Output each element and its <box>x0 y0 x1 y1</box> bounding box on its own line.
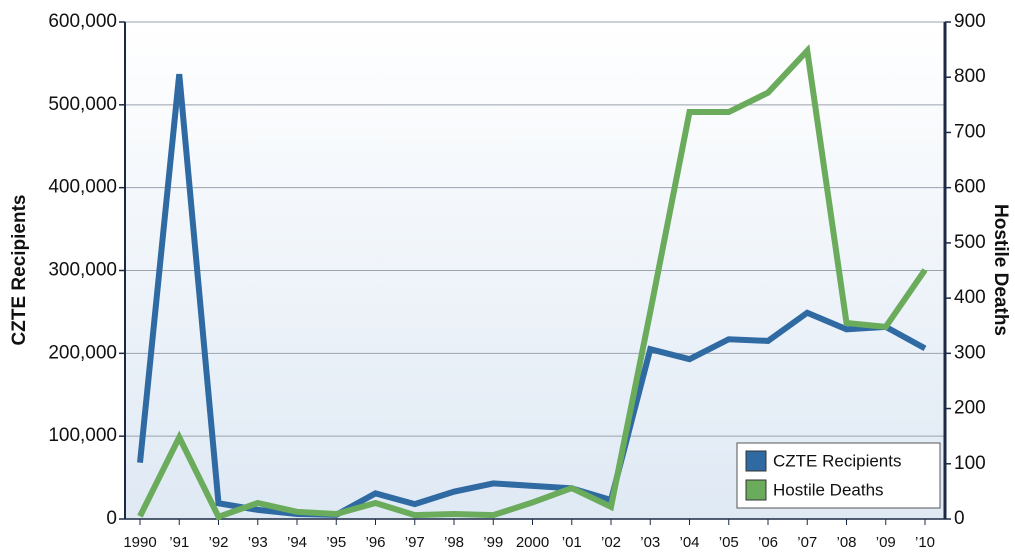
x-tick-label: ’91 <box>169 534 189 551</box>
x-tick-label: ’98 <box>444 534 464 551</box>
x-tick-label: 2000 <box>516 534 549 551</box>
y2-tick-label: 100 <box>954 453 986 474</box>
y2-tick-label: 400 <box>954 287 986 308</box>
y-tick-label: 500,000 <box>48 94 117 115</box>
y2-tick-label: 200 <box>954 398 986 419</box>
y-tick-label: 100,000 <box>48 425 117 446</box>
x-tick-label: ’92 <box>208 534 228 551</box>
legend-label: CZTE Recipients <box>773 451 901 470</box>
y2-tick-label: 500 <box>954 232 986 253</box>
x-tick-label: ’10 <box>915 534 935 551</box>
x-tick-label: ’01 <box>562 534 582 551</box>
x-tick-label: ’04 <box>679 534 699 551</box>
legend-label: Hostile Deaths <box>773 480 884 499</box>
y2-tick-label: 900 <box>954 11 986 32</box>
y-tick-label: 400,000 <box>48 177 117 198</box>
x-tick-label: ’05 <box>719 534 739 551</box>
x-tick-label: ’94 <box>287 534 307 551</box>
y-axis-label: CZTE Recipients <box>9 195 30 346</box>
y-tick-label: 200,000 <box>48 342 117 363</box>
x-tick-label: ’08 <box>836 534 856 551</box>
x-tick-label: ’09 <box>876 534 896 551</box>
x-tick-label: ’06 <box>758 534 778 551</box>
y-tick-label: 300,000 <box>48 260 117 281</box>
x-tick-label: ’02 <box>601 534 621 551</box>
series-line <box>137 73 927 518</box>
x-tick-label: ’07 <box>797 534 817 551</box>
x-tick-label: ’93 <box>248 534 268 551</box>
y-tick-label: 0 <box>106 508 117 529</box>
x-tick-label: ’03 <box>640 534 660 551</box>
y2-tick-label: 600 <box>954 177 986 198</box>
y2-tick-label: 700 <box>954 121 986 142</box>
series-line <box>137 44 928 521</box>
legend-swatch <box>745 479 767 501</box>
x-tick-label: ’97 <box>405 534 425 551</box>
x-tick-label: 1990 <box>123 534 156 551</box>
x-tick-label: ’96 <box>365 534 385 551</box>
y-tick-label: 600,000 <box>48 11 117 32</box>
legend-box <box>736 442 941 509</box>
y2-axis-label: Hostile Deaths <box>990 204 1011 336</box>
y2-tick-label: 300 <box>954 342 986 363</box>
y2-tick-label: 0 <box>954 508 965 529</box>
x-tick-label: ’95 <box>326 534 346 551</box>
y2-tick-label: 800 <box>954 66 986 87</box>
legend-swatch <box>745 450 767 472</box>
x-tick-label: ’99 <box>483 534 503 551</box>
